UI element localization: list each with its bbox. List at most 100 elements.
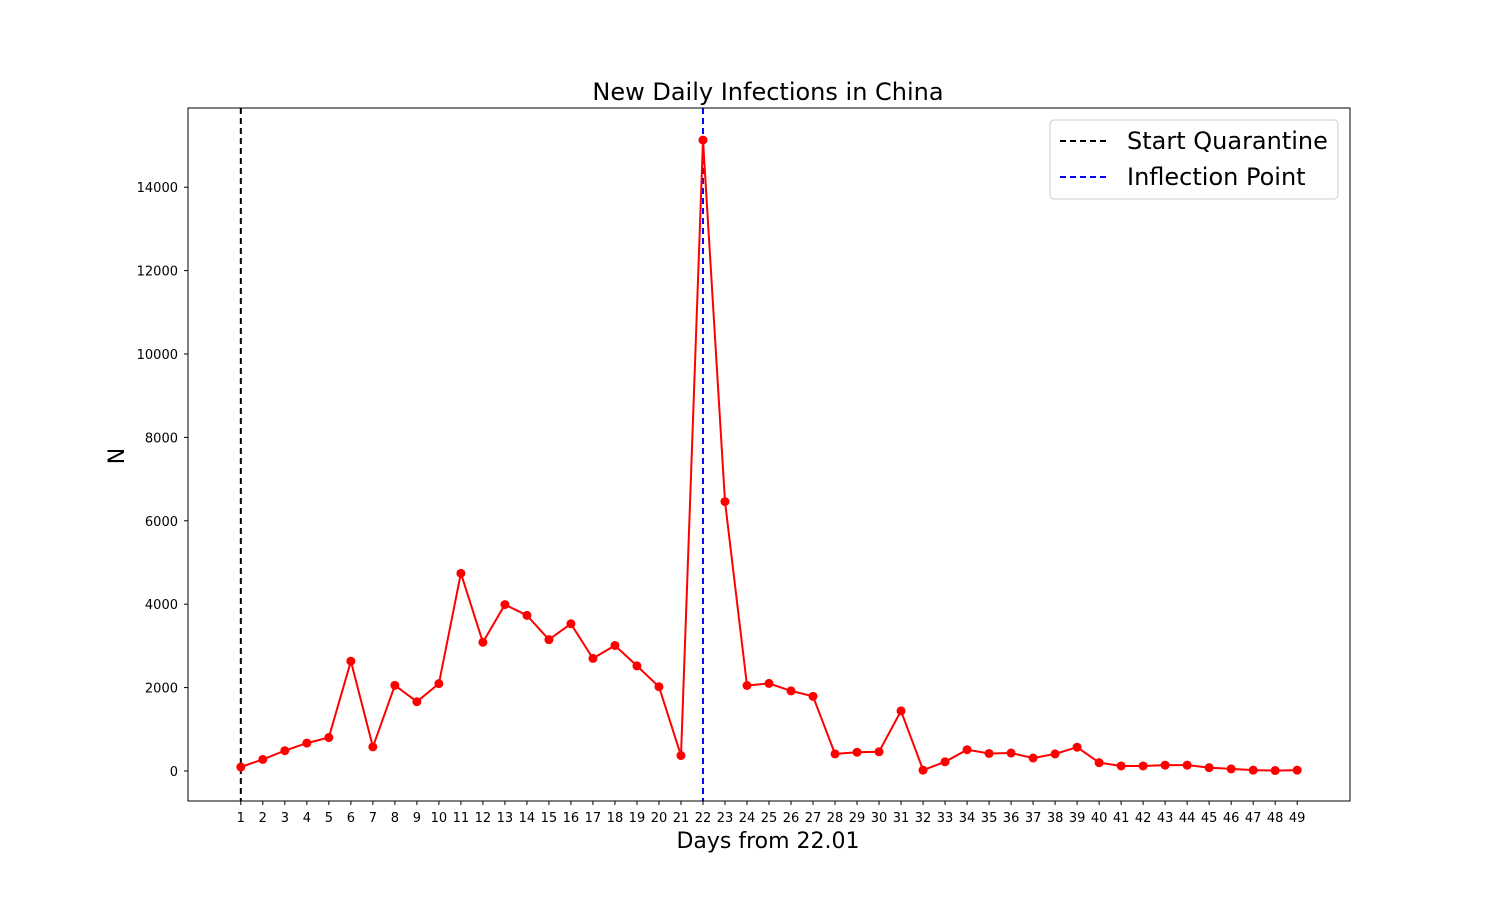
data-point <box>588 653 598 663</box>
data-point <box>1204 763 1214 773</box>
data-point <box>1292 765 1302 775</box>
plot-area-frame <box>187 107 1351 802</box>
data-point <box>984 748 994 758</box>
x-tick-label: 2 <box>259 811 267 826</box>
y-tick-label: 10000 <box>137 348 178 363</box>
data-point <box>1182 760 1192 770</box>
x-tick-label: 41 <box>1113 811 1130 826</box>
data-point <box>522 610 532 620</box>
x-tick-label: 36 <box>1003 811 1020 826</box>
data-point <box>1072 742 1082 752</box>
data-point <box>1138 761 1148 771</box>
legend-label-start-quarantine: Start Quarantine <box>1127 127 1328 155</box>
data-point <box>434 679 444 689</box>
data-point <box>786 686 796 696</box>
data-point <box>1116 761 1126 771</box>
y-tick-label: 8000 <box>145 431 178 446</box>
data-point <box>324 733 334 743</box>
x-tick-label: 38 <box>1047 811 1064 826</box>
x-axis-title: Days from 22.01 <box>676 829 859 854</box>
x-tick-label: 27 <box>805 811 822 826</box>
x-tick-label: 10 <box>431 811 448 826</box>
x-tick-label: 48 <box>1267 811 1284 826</box>
x-tick-label: 4 <box>303 811 311 826</box>
x-tick-label: 40 <box>1091 811 1108 826</box>
data-point <box>236 762 246 772</box>
x-tick-label: 8 <box>391 811 399 826</box>
y-tick-label: 6000 <box>145 515 178 530</box>
data-point <box>412 697 422 707</box>
data-point <box>1094 758 1104 768</box>
legend-box <box>1049 119 1339 200</box>
reference-lines <box>239 108 704 801</box>
x-tick-label: 16 <box>563 811 580 826</box>
data-point <box>1050 749 1060 759</box>
legend-label-inflection-point: Inflection Point <box>1127 163 1306 191</box>
data-point <box>676 751 686 761</box>
x-tick-label: 29 <box>849 811 866 826</box>
x-tick-label: 6 <box>347 811 355 826</box>
chart-title: New Daily Infections in China <box>592 78 943 106</box>
data-point <box>632 661 642 671</box>
data-point <box>544 635 554 645</box>
x-tick-label: 12 <box>475 811 492 826</box>
data-point <box>654 682 664 692</box>
x-axis-ticks: 1 2 3 4 5 6 7 8 9 10 11 12 13 14 15 16 17 18 19 20 21 22 23 24 2… <box>237 801 1306 826</box>
data-point <box>940 757 950 767</box>
x-tick-label: 14 <box>519 811 536 826</box>
x-tick-label: 20 <box>651 811 668 826</box>
x-tick-label: 26 <box>783 811 800 826</box>
data-point <box>258 754 268 764</box>
data-point <box>830 749 840 759</box>
data-point <box>1270 766 1280 776</box>
x-tick-label: 22 <box>695 811 712 826</box>
x-tick-label: 34 <box>959 811 976 826</box>
x-tick-label: 13 <box>497 811 514 826</box>
x-tick-label: 46 <box>1223 811 1240 826</box>
x-tick-label: 28 <box>827 811 844 826</box>
x-tick-label: 37 <box>1025 811 1042 826</box>
data-point <box>896 706 906 716</box>
data-point <box>500 600 510 610</box>
x-tick-label: 15 <box>541 811 558 826</box>
x-tick-label: 39 <box>1069 811 1086 826</box>
y-tick-label: 14000 <box>137 181 178 196</box>
x-tick-label: 9 <box>413 811 421 826</box>
data-point <box>962 745 972 755</box>
y-tick-label: 2000 <box>145 682 178 697</box>
x-tick-label: 49 <box>1289 811 1306 826</box>
data-point <box>1160 760 1170 770</box>
x-tick-label: 7 <box>369 811 377 826</box>
y-axis-title: N <box>105 448 130 464</box>
x-tick-label: 42 <box>1135 811 1152 826</box>
x-tick-label: 17 <box>585 811 602 826</box>
x-tick-label: 3 <box>281 811 289 826</box>
x-tick-label: 11 <box>453 811 470 826</box>
y-tick-label: 4000 <box>145 598 178 613</box>
x-tick-label: 23 <box>717 811 734 826</box>
data-point <box>456 568 466 578</box>
x-tick-label: 30 <box>871 811 888 826</box>
x-tick-label: 32 <box>915 811 932 826</box>
y-axis-ticks: 0 2000 4000 6000 8000 10000 12000 14000 <box>137 181 188 780</box>
data-point <box>1248 765 1258 775</box>
x-tick-label: 43 <box>1157 811 1174 826</box>
x-tick-label: 44 <box>1179 811 1196 826</box>
data-point <box>302 738 312 748</box>
x-tick-label: 1 <box>237 811 245 826</box>
series-line <box>240 140 1298 772</box>
data-point <box>742 681 752 690</box>
x-tick-label: 5 <box>325 811 333 826</box>
x-tick-label: 31 <box>893 811 910 826</box>
data-point <box>1226 764 1236 774</box>
data-point <box>808 691 818 701</box>
x-tick-label: 45 <box>1201 811 1218 826</box>
data-point <box>720 497 730 507</box>
data-point <box>764 678 774 688</box>
data-point <box>478 637 488 647</box>
x-tick-label: 24 <box>739 811 756 826</box>
data-point <box>346 656 356 666</box>
x-tick-label: 35 <box>981 811 998 826</box>
